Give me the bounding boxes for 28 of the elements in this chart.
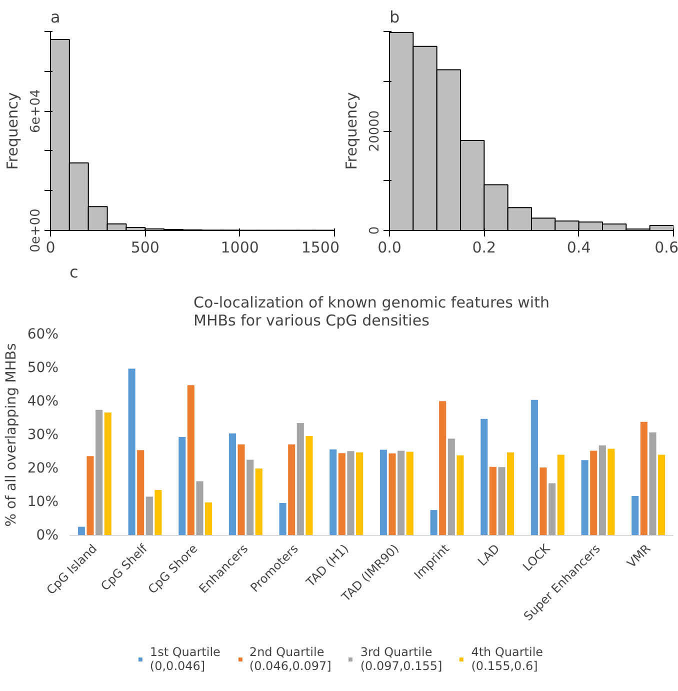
y-tick-label: 50% (27, 360, 59, 376)
y-axis-title: % of all overlapping MHBs (3, 343, 20, 527)
y-axis-title: Frequency (342, 92, 360, 170)
x-tick-label: 1500 (301, 238, 340, 256)
x-tick-label: 500 (130, 238, 160, 256)
legend-label: 2nd Quartile (0.046,0.097] (249, 645, 332, 673)
legend-label: 3rd Quartile (0.097,0.155] (360, 645, 442, 673)
text: b (390, 8, 400, 26)
y-tick-label: 60% (27, 326, 59, 342)
y-tick-label: 20000 (368, 110, 382, 152)
legend-label: 4th Quartile (0.155,0.6] (471, 645, 544, 673)
y-tick-label: 0e+00 (28, 208, 44, 252)
x-tick-label: 0.6 (654, 238, 678, 256)
y-tick-label: 6e+04 (28, 89, 44, 133)
y-tick-label: 10% (27, 494, 59, 510)
y-tick-label: 40% (27, 394, 59, 410)
y-tick-label: 0% (36, 528, 59, 544)
y-tick-label: 20% (27, 460, 59, 476)
x-tick-label: 0.4 (566, 238, 591, 256)
x-tick-label: 1000 (220, 238, 259, 256)
chart-title: Co-localization of known genomic features with MHBs for various CpG densities (194, 294, 550, 330)
text: a (50, 8, 60, 26)
x-tick-label: 0.0 (378, 238, 402, 256)
text: c (70, 262, 78, 282)
x-tick-label: 0.2 (472, 238, 496, 256)
legend-label: 1st Quartile (0,0.046] (150, 645, 220, 673)
y-tick-label: 30% (27, 427, 59, 443)
y-axis-title: Frequency (4, 92, 22, 170)
